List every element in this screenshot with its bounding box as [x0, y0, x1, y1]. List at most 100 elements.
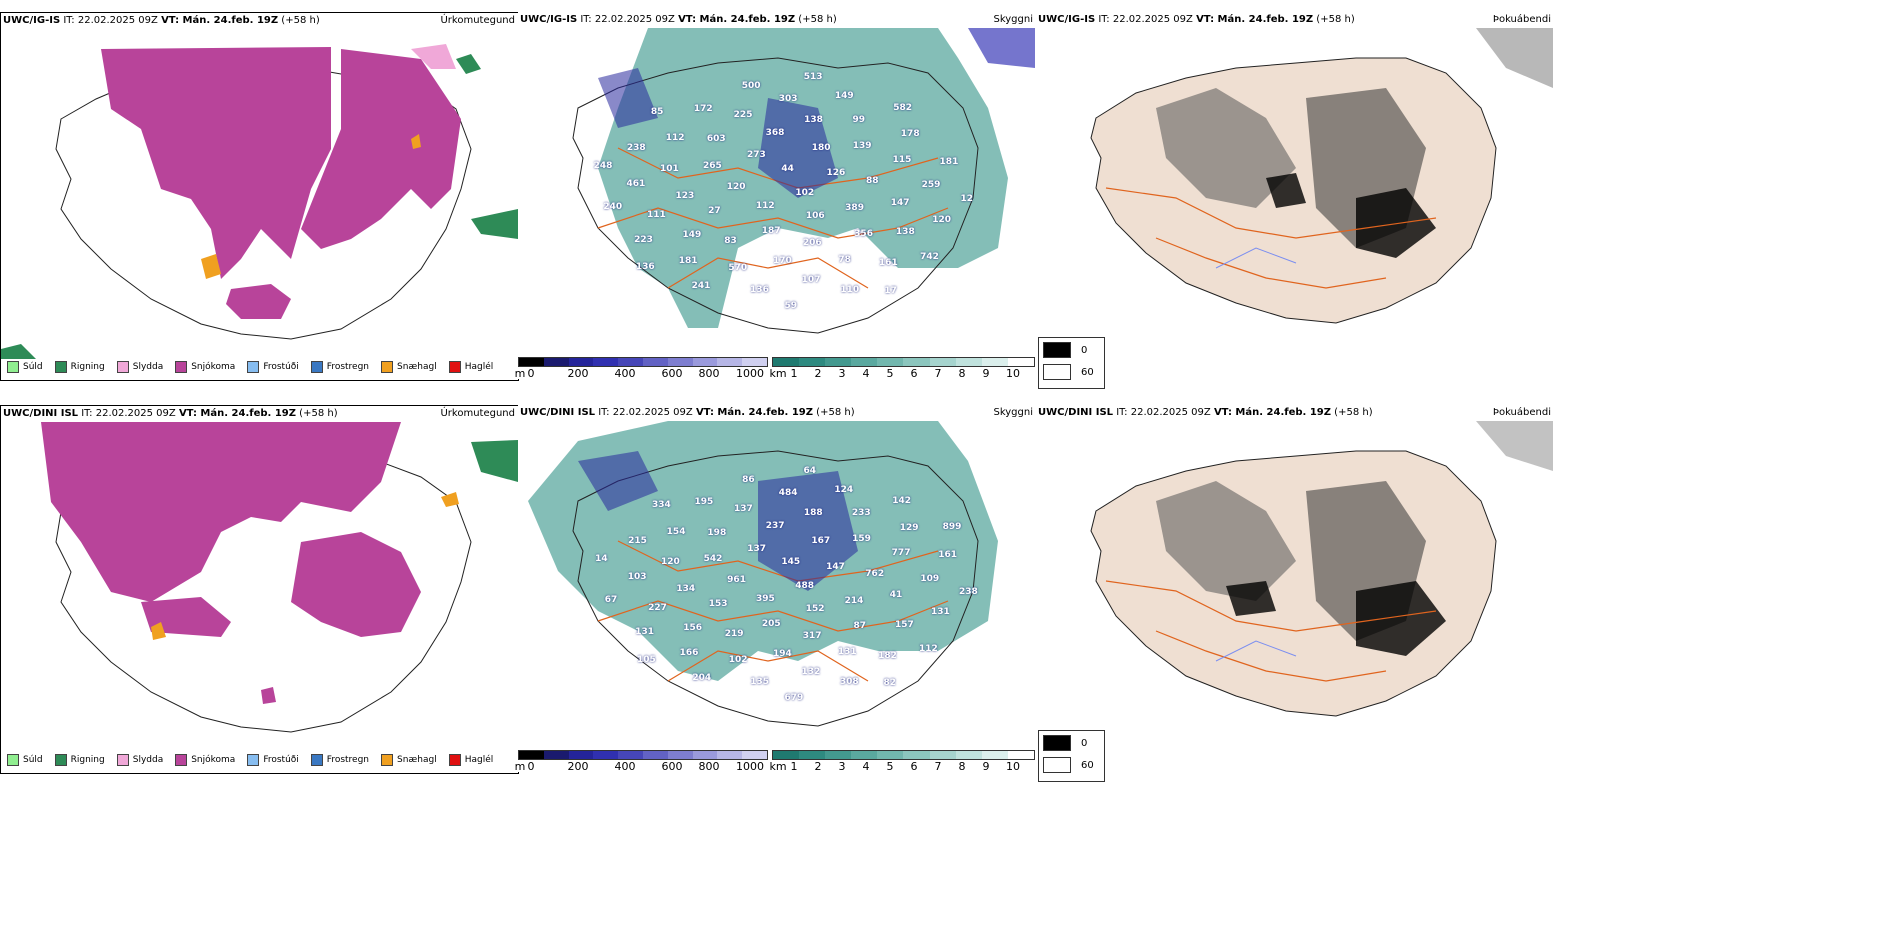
colorbar-segment: [642, 358, 668, 366]
visibility-value-label: 240: [603, 201, 623, 212]
visibility-value-label: 513: [803, 71, 823, 82]
visibility-value-label: 166: [679, 648, 699, 659]
colorbar-segment: [851, 751, 878, 759]
colorbar-segment: [1007, 751, 1034, 759]
visibility-value-label: 112: [918, 644, 938, 655]
visibility-value-label: 136: [635, 262, 655, 273]
visibility-map: [572, 28, 1035, 334]
legend-swatch: [310, 754, 323, 766]
vis-meter-colorbar: m 0 200 400 600 800 1000: [515, 357, 768, 381]
legend-swatch: [54, 361, 67, 373]
visibility-value-label: 161: [878, 258, 898, 269]
visibility-value-label: 131: [837, 646, 857, 657]
visibility-value-label: 389: [845, 203, 864, 214]
legend-item: Haglél: [448, 754, 493, 766]
visibility-value-label: 172: [693, 103, 713, 114]
colorbar-segment: [618, 358, 643, 366]
legend-item: Súld: [7, 361, 43, 373]
vis-km-colorbar: km 1 2 3 4 5 6 7 8 9 10: [769, 750, 1035, 774]
visibility-value-label: 138: [895, 227, 915, 238]
legend-swatch: [381, 754, 394, 766]
legend-item: Rigning: [54, 754, 105, 766]
visibility-value-label: 182: [878, 650, 897, 661]
colorbar-segment: [742, 358, 767, 366]
panel-title: UWC/IG-IS IT: 22.02.2025 09Z VT: Mán. 24…: [3, 15, 320, 26]
colorbar-ticks: m 0 200 400 600 800 1000: [514, 760, 764, 773]
legend-item: Slydda: [116, 754, 163, 766]
visibility-labels: 102 112 44 106 120 126 187 273 389 27 180 206 265 88 8…: [518, 28, 1035, 348]
visibility-value-label: 138: [804, 114, 823, 125]
visibility-value-label: 899: [942, 522, 962, 533]
visibility-value-label: 484: [778, 488, 798, 499]
visibility-value-label: 214: [844, 596, 864, 607]
visibility-value-label: 86: [742, 475, 755, 486]
visibility-value-label: 157: [894, 619, 914, 630]
visibility-value-label: 137: [734, 503, 753, 514]
panel-title: UWC/DINI ISL IT: 22.02.2025 09Z VT: Mán.…: [3, 408, 338, 419]
visibility-value-label: 103: [627, 572, 647, 583]
visibility-value-label: 233: [851, 508, 871, 519]
visibility-value-label: 178: [900, 129, 920, 140]
colorbar-segment: [877, 751, 904, 759]
colorbar-segment: [568, 751, 594, 759]
colorbar-segment: [692, 358, 718, 366]
visibility-value-label: 777: [891, 547, 911, 558]
visibility-value-label: 582: [893, 102, 912, 113]
colorbar-segment: [642, 751, 668, 759]
visibility-value-label: 187: [761, 226, 781, 237]
visibility-value-label: 542: [703, 553, 723, 564]
visibility-value-label: 27: [708, 206, 721, 217]
visibility-value-label: 152: [805, 603, 825, 614]
visibility-value-label: 488: [795, 581, 814, 591]
colorbar-segment: [1007, 358, 1034, 366]
panel-title: UWC/DINI ISL IT: 22.02.2025 09Z VT: Mán.…: [1038, 407, 1373, 418]
visibility-value-label: 149: [682, 229, 702, 240]
visibility-value-label: 273: [747, 150, 766, 161]
vis-km-colorbar: km 1 2 3 4 5 6 7 8 9 10: [769, 357, 1035, 381]
visibility-value-label: 154: [666, 526, 686, 537]
legend-item: Súld: [7, 754, 43, 766]
visibility-value-label: 147: [826, 561, 845, 572]
visibility-value-label: 603: [706, 134, 726, 145]
colorbar-segment: [929, 751, 956, 759]
visibility-value-label: 259: [921, 180, 941, 191]
visibility-value-label: 742: [920, 251, 939, 262]
visibility-value-label: 135: [750, 677, 770, 688]
visibility-value-label: 14: [595, 554, 608, 565]
legend-item: Frostúði: [247, 361, 299, 373]
colorbar-ticks: km 1 2 3 4 5 6 7 8 9 10: [769, 367, 1020, 380]
legend-swatch: [175, 754, 188, 766]
visibility-value-label: 227: [648, 602, 667, 613]
colorbar-segment: [568, 358, 594, 366]
legend-swatch: [247, 754, 260, 766]
visibility-panel-row1: UWC/IG-IS IT: 22.02.2025 09Z VT: Mán. 24…: [515, 12, 1035, 381]
visibility-value-label: 120: [726, 182, 746, 193]
panel-type-label: Úrkomutegund: [440, 408, 515, 419]
fog-key-dark: 0: [1043, 342, 1094, 358]
colorbar-segment: [519, 358, 544, 366]
visibility-value-label: 87: [853, 621, 867, 632]
visibility-value-label: 12: [960, 193, 974, 204]
colorbar-segment: [773, 751, 800, 759]
visibility-value-label: 129: [899, 522, 919, 533]
visibility-value-label: 126: [826, 168, 846, 179]
visibility-value-label: 82: [883, 677, 897, 688]
colorbar-segment: [981, 751, 1008, 759]
panel-title: UWC/DINI ISL IT: 22.02.2025 09Z VT: Mán.…: [520, 407, 855, 418]
colorbar-segment: [667, 358, 693, 366]
visibility-value-label: 88: [866, 175, 879, 186]
legend-item: Rigning: [54, 361, 105, 373]
legend-swatch: [7, 361, 19, 373]
panel-type-label: Þokuábendi: [1492, 407, 1551, 418]
legend-item: Haglél: [448, 361, 493, 373]
colorbar-segment: [773, 358, 800, 366]
visibility-value-label: 195: [694, 497, 714, 508]
legend-swatch: [448, 754, 461, 766]
colorbar-segment: [929, 358, 956, 366]
legend-item: Frostúði: [247, 754, 299, 766]
legend-swatch: [247, 361, 260, 373]
visibility-value-label: 181: [939, 156, 959, 167]
visibility-value-label: 105: [637, 654, 656, 665]
visibility-value-label: 147: [890, 197, 910, 208]
visibility-value-label: 198: [707, 527, 727, 538]
